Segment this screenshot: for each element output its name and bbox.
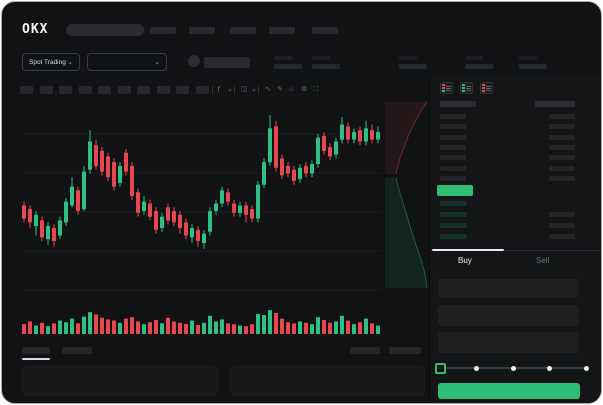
camera-icon[interactable]: ⌂ [289,86,294,93]
bottom-action-placeholder[interactable] [389,347,421,354]
active-tab-underline [22,358,50,360]
ask-price-placeholder [440,134,466,140]
nav-item-placeholder[interactable] [269,27,295,34]
nav-item-placeholder[interactable] [189,27,215,34]
display-style-dropdown[interactable]: ◫ [241,86,248,93]
indicators-dropdown[interactable]: ƒ [217,86,221,93]
interval-button[interactable] [176,86,189,94]
pair-selector-dropdown[interactable]: ⌄ [87,53,167,71]
buy-button[interactable] [438,383,580,399]
chevron-down-icon: ⌄ [154,58,160,66]
draw-icon[interactable]: ✎ [277,86,283,93]
bid-amount-placeholder [549,234,575,239]
ask-price-placeholder [440,144,466,150]
slider-stop[interactable] [473,365,479,371]
ask-price-placeholder [440,155,466,161]
toolbar-divider [212,86,213,94]
bottom-action-placeholder[interactable] [350,347,380,354]
ticker-stat [465,56,493,69]
bid-price-placeholder [440,201,467,206]
bid-price-placeholder [440,212,467,217]
ask-amount-placeholder [549,144,575,150]
fullscreen-icon[interactable]: ⛶ [313,86,318,93]
trade-tabs-divider [430,250,601,251]
nav-item-placeholder[interactable] [150,27,176,34]
candlestick-chart[interactable] [20,98,382,294]
ask-price-placeholder [440,114,466,119]
slider-stop[interactable] [547,365,553,371]
ask-amount-placeholder [549,165,575,171]
bid-amount-placeholder [549,212,575,217]
total-input[interactable] [438,332,579,353]
interval-button[interactable] [39,86,53,94]
market-type-dropdown[interactable]: Spot Trading ⌄ [22,53,80,71]
interval-button[interactable] [98,86,111,94]
bid-amount-placeholder [549,223,575,228]
toolbar-divider [234,86,235,94]
ask-price-placeholder [440,175,466,181]
settings-icon[interactable]: ⚙ [301,86,308,93]
market-type-label: Spot Trading [29,58,66,66]
slider-stop[interactable] [584,365,589,371]
buy-tab-indicator [432,249,504,251]
interval-button[interactable] [20,86,33,94]
ticker-stat [274,56,302,69]
chevron-down-icon: ⌄ [67,58,73,66]
coin-icon [188,55,200,67]
price-input[interactable] [438,279,579,298]
okx-logo: OKX [22,22,49,37]
book-asks-icon[interactable] [480,82,493,94]
slider-stop[interactable] [510,365,516,371]
bottom-tab-active[interactable] [22,347,50,354]
bottom-panel-left [22,366,218,396]
volume-chart [22,310,380,334]
search-input[interactable] [66,24,144,36]
ask-price-placeholder [440,124,466,130]
ask-amount-placeholder [549,124,575,130]
bid-price-placeholder [440,223,467,228]
tab-buy[interactable]: Buy [458,256,472,265]
book-combined-icon[interactable] [440,82,453,94]
ask-amount-placeholder [549,175,575,181]
toolbar-divider [258,86,259,94]
ask-price-placeholder [440,165,466,171]
book-header-amount [535,101,575,107]
ticker-stat [312,56,340,69]
interval-button[interactable] [59,86,72,94]
bottom-tab[interactable] [62,347,92,354]
book-header-price [440,101,476,107]
ask-amount-placeholder [549,155,575,161]
ticker-stat [519,56,547,69]
interval-button[interactable] [195,86,209,94]
nav-item-placeholder[interactable] [312,27,338,34]
line-type-icon[interactable]: ∿ [265,86,271,93]
book-bids-icon[interactable] [460,82,473,94]
bottom-panel-right [230,366,425,396]
interval-button[interactable] [156,86,170,94]
ticker-stat [399,56,427,69]
depth-chart [385,101,428,289]
last-price-badge[interactable] [437,185,473,196]
interval-button[interactable] [78,86,92,94]
chevron-down-icon: ⌄ [227,86,233,93]
ask-amount-placeholder [549,114,575,119]
chevron-down-icon: ⌄ [251,86,257,93]
pair-name-placeholder [204,57,250,68]
interval-button[interactable] [137,86,150,94]
bid-price-placeholder [440,234,467,239]
tab-sell[interactable]: Sell [536,256,550,265]
orderbook-panel: Buy Sell [429,77,601,403]
nav-item-placeholder[interactable] [230,27,256,34]
slider-handle[interactable] [435,363,446,374]
amount-input[interactable] [438,305,579,326]
interval-button[interactable] [117,86,131,94]
ask-amount-placeholder [549,134,575,140]
